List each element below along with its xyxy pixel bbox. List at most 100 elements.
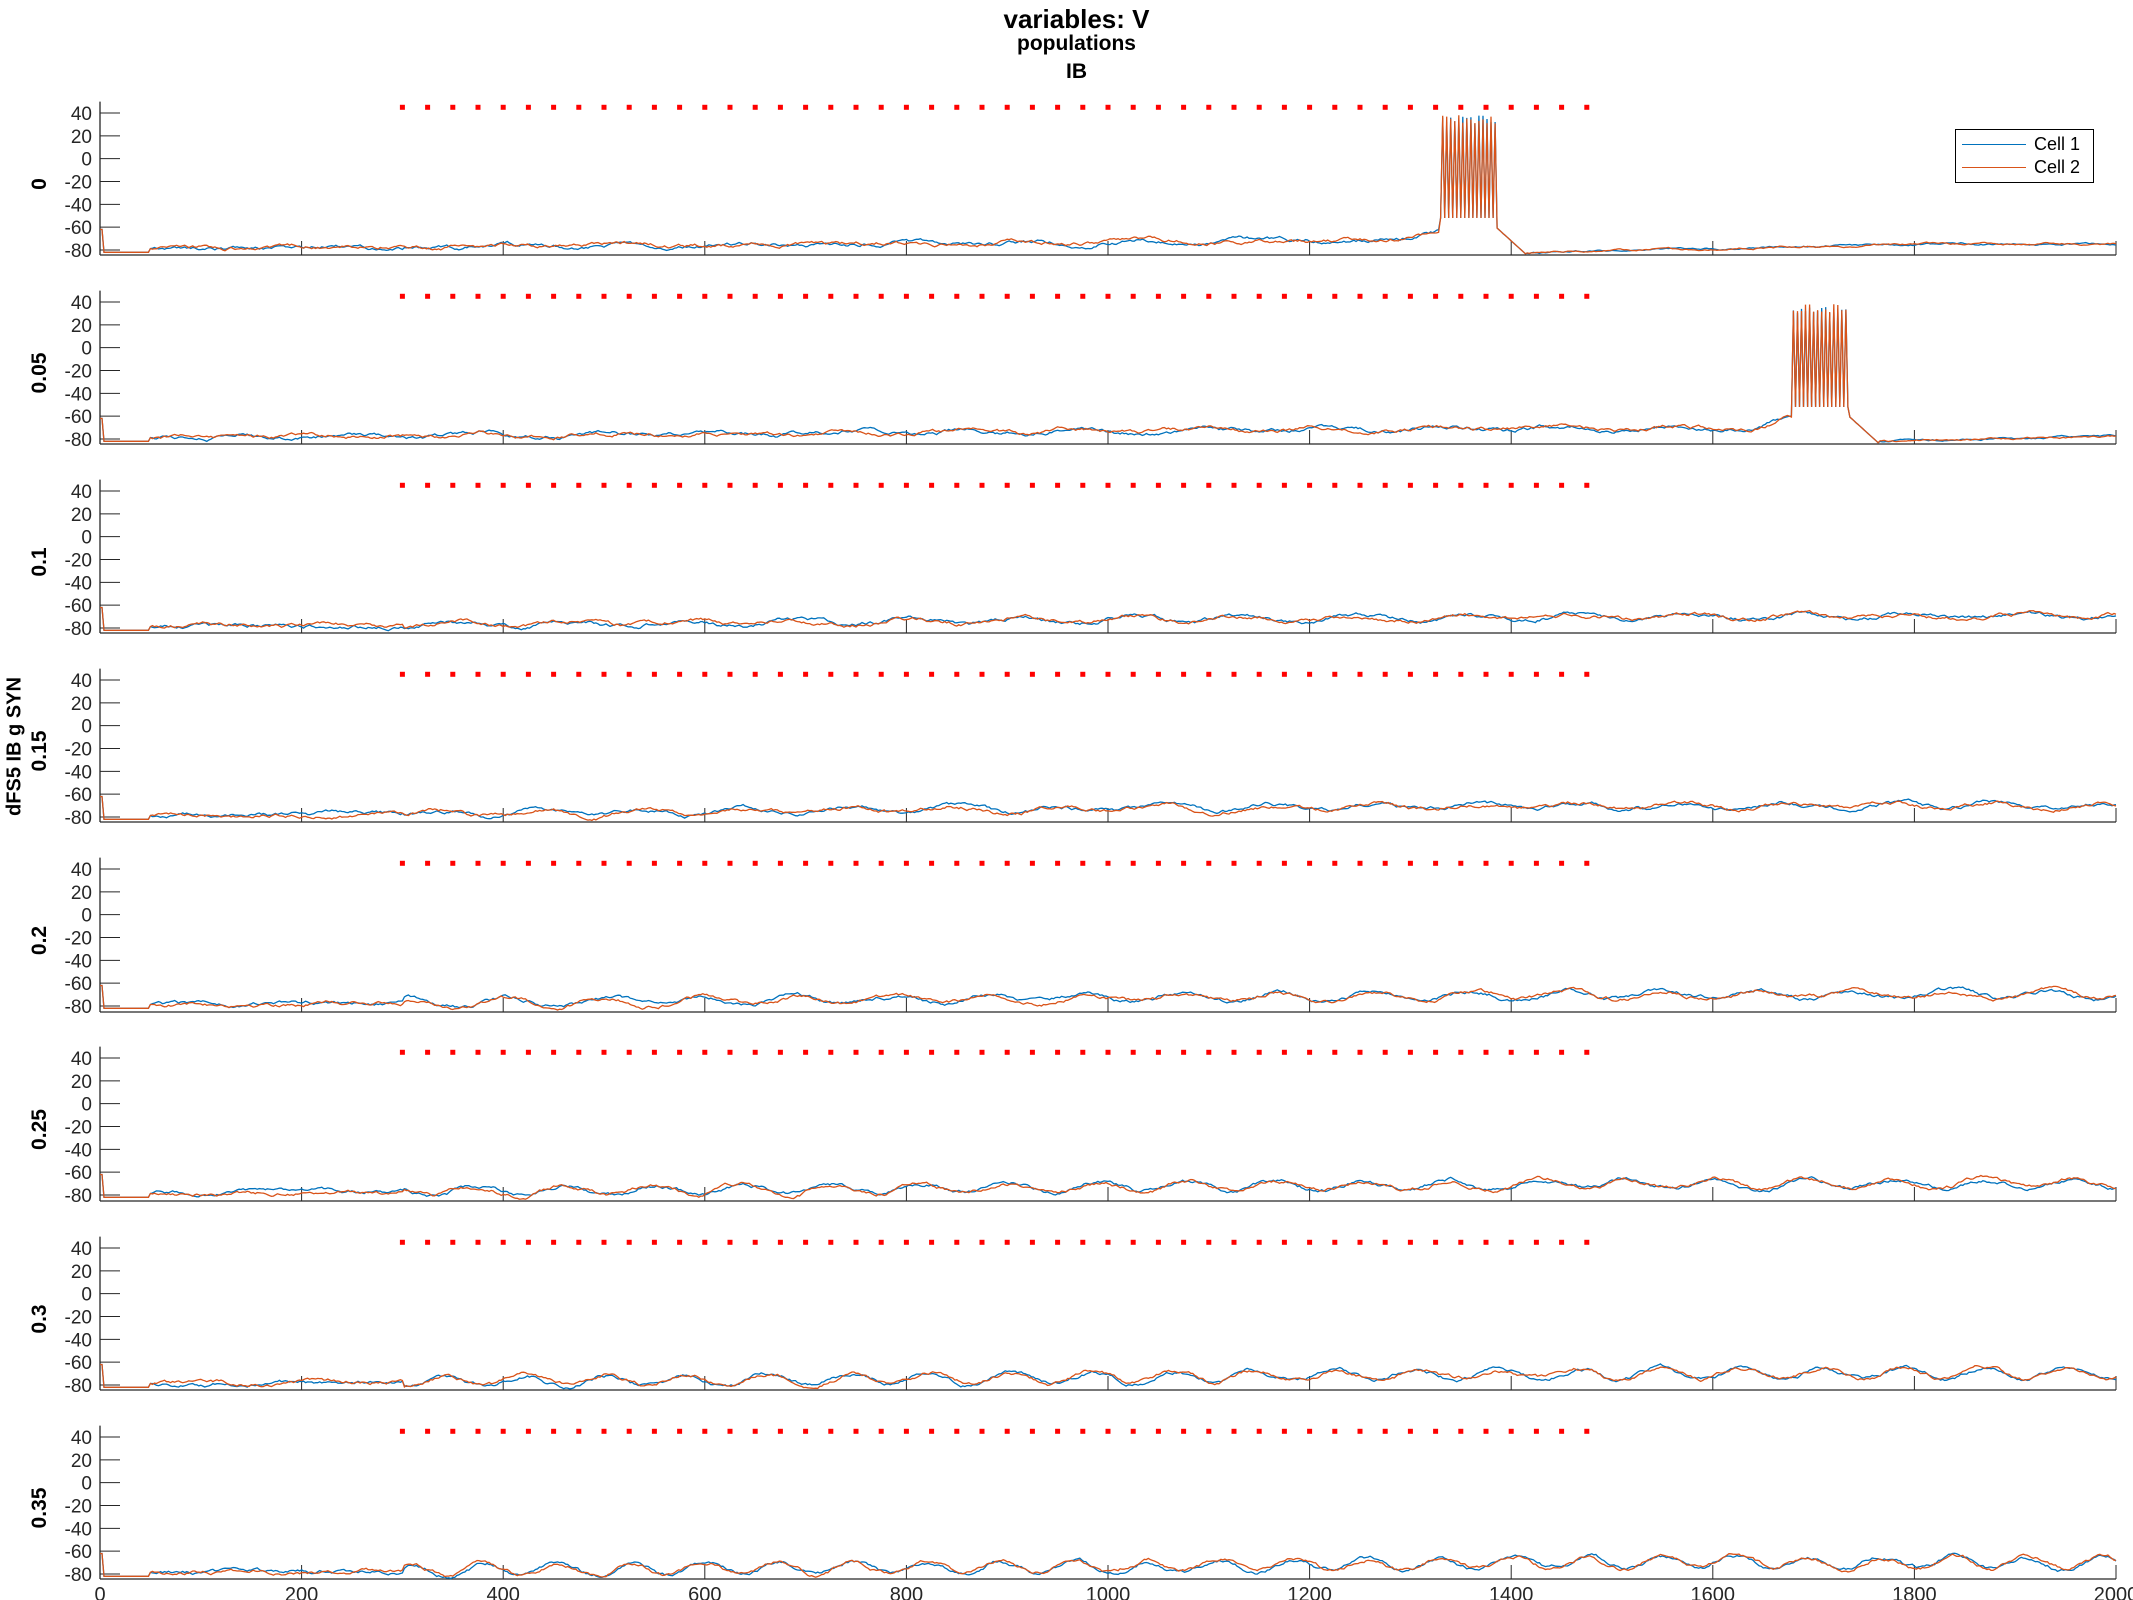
stimulus-marker bbox=[1231, 1428, 1237, 1434]
stimulus-marker bbox=[677, 1428, 683, 1434]
stimulus-marker bbox=[1029, 1049, 1035, 1055]
panel-label: 0.15 bbox=[28, 730, 51, 771]
stimulus-marker bbox=[1206, 482, 1212, 488]
stimulus-marker bbox=[777, 482, 783, 488]
stimulus-marker bbox=[1281, 1049, 1287, 1055]
stimulus-marker bbox=[1584, 1428, 1590, 1434]
stimulus-marker bbox=[1508, 293, 1514, 299]
stimulus-marker bbox=[702, 104, 708, 110]
y-tick-label: -20 bbox=[65, 1497, 92, 1518]
stimulus-marker bbox=[1155, 671, 1161, 677]
stimulus-marker bbox=[1256, 482, 1262, 488]
stimulus-marker bbox=[1533, 671, 1539, 677]
stimulus-marker bbox=[525, 104, 531, 110]
stimulus-marker bbox=[1080, 860, 1086, 866]
trace-cell-2 bbox=[100, 795, 2117, 822]
stimulus-marker bbox=[1281, 1428, 1287, 1434]
stimulus-marker bbox=[702, 1239, 708, 1245]
chart-title: variables: V bbox=[1003, 4, 1150, 34]
stimulus-marker bbox=[500, 1049, 506, 1055]
stimulus-marker bbox=[702, 293, 708, 299]
stimulus-marker bbox=[1332, 1239, 1338, 1245]
stimulus-marker bbox=[475, 1428, 481, 1434]
stimulus-marker bbox=[1029, 860, 1035, 866]
y-tick-label: -20 bbox=[65, 551, 92, 572]
stimulus-marker bbox=[525, 860, 531, 866]
stimulus-marker bbox=[1357, 671, 1363, 677]
stimulus-marker bbox=[929, 293, 935, 299]
stimulus-marker bbox=[425, 293, 431, 299]
stimulus-marker bbox=[1155, 1428, 1161, 1434]
stimulus-marker bbox=[1584, 1049, 1590, 1055]
stimulus-marker bbox=[1458, 671, 1464, 677]
trace-cell-1 bbox=[100, 795, 2117, 820]
y-tick-label: -40 bbox=[65, 762, 92, 783]
stimulus-marker bbox=[1584, 482, 1590, 488]
stimulus-marker bbox=[651, 1239, 657, 1245]
stimulus-marker bbox=[929, 482, 935, 488]
stimulus-marker bbox=[1483, 104, 1489, 110]
stimulus-marker bbox=[853, 671, 859, 677]
stimulus-marker bbox=[1004, 671, 1010, 677]
x-tick-label: 400 bbox=[487, 1584, 520, 1600]
y-tick-label: -40 bbox=[65, 1140, 92, 1161]
stimulus-marker bbox=[551, 1428, 557, 1434]
stimulus-marker bbox=[1584, 293, 1590, 299]
y-tick-label: -60 bbox=[65, 218, 92, 239]
y-tick-label: -80 bbox=[65, 619, 92, 640]
y-tick-label: -40 bbox=[65, 951, 92, 972]
stimulus-marker bbox=[702, 1428, 708, 1434]
y-tick-label: 40 bbox=[71, 1239, 92, 1260]
stimulus-marker bbox=[677, 104, 683, 110]
stimulus-marker bbox=[425, 860, 431, 866]
stimulus-marker bbox=[803, 1049, 809, 1055]
stimulus-marker bbox=[576, 860, 582, 866]
stimulus-marker bbox=[1080, 1049, 1086, 1055]
stimulus-marker bbox=[1155, 1239, 1161, 1245]
stimulus-marker bbox=[1307, 482, 1313, 488]
stimulus-marker bbox=[1433, 482, 1439, 488]
stimulus-marker bbox=[626, 1049, 632, 1055]
y-tick-label: -40 bbox=[65, 1519, 92, 1540]
stimulus-marker bbox=[1357, 1049, 1363, 1055]
x-tick-label: 1200 bbox=[1287, 1584, 1332, 1600]
stimulus-marker bbox=[551, 671, 557, 677]
stimulus-marker bbox=[1231, 860, 1237, 866]
stimulus-marker bbox=[1332, 482, 1338, 488]
stimulus-marker bbox=[1508, 1239, 1514, 1245]
stimulus-marker bbox=[1559, 860, 1565, 866]
panel-label: 0.3 bbox=[28, 1304, 51, 1333]
stimulus-marker bbox=[903, 1049, 909, 1055]
stimulus-marker bbox=[475, 860, 481, 866]
stimulus-marker bbox=[1256, 104, 1262, 110]
stimulus-marker bbox=[1206, 1239, 1212, 1245]
x-tick-label: 1800 bbox=[1892, 1584, 1937, 1600]
stimulus-marker bbox=[878, 860, 884, 866]
stimulus-marker bbox=[1407, 1049, 1413, 1055]
y-tick-label: 20 bbox=[71, 694, 92, 715]
stimulus-marker bbox=[1004, 104, 1010, 110]
stimulus-marker bbox=[500, 293, 506, 299]
stimulus-marker bbox=[727, 860, 733, 866]
stimulus-marker bbox=[1055, 1428, 1061, 1434]
y-tick-label: -40 bbox=[65, 1330, 92, 1351]
stimulus-marker bbox=[1080, 1239, 1086, 1245]
y-tick-label: -60 bbox=[65, 407, 92, 428]
stimulus-marker bbox=[1483, 860, 1489, 866]
stimulus-marker bbox=[954, 293, 960, 299]
stimulus-marker bbox=[399, 860, 405, 866]
stimulus-marker bbox=[399, 671, 405, 677]
stimulus-marker bbox=[803, 1239, 809, 1245]
y-tick-label: 0 bbox=[81, 1285, 92, 1306]
stimulus-marker bbox=[853, 482, 859, 488]
stimulus-marker bbox=[1332, 104, 1338, 110]
stimulus-marker bbox=[1256, 860, 1262, 866]
stimulus-marker bbox=[1130, 104, 1136, 110]
stimulus-marker bbox=[399, 104, 405, 110]
y-tick-label: -60 bbox=[65, 1353, 92, 1374]
stimulus-marker bbox=[752, 1428, 758, 1434]
stimulus-marker bbox=[1281, 671, 1287, 677]
stimulus-marker bbox=[1483, 671, 1489, 677]
x-tick-label: 1600 bbox=[1691, 1584, 1736, 1600]
